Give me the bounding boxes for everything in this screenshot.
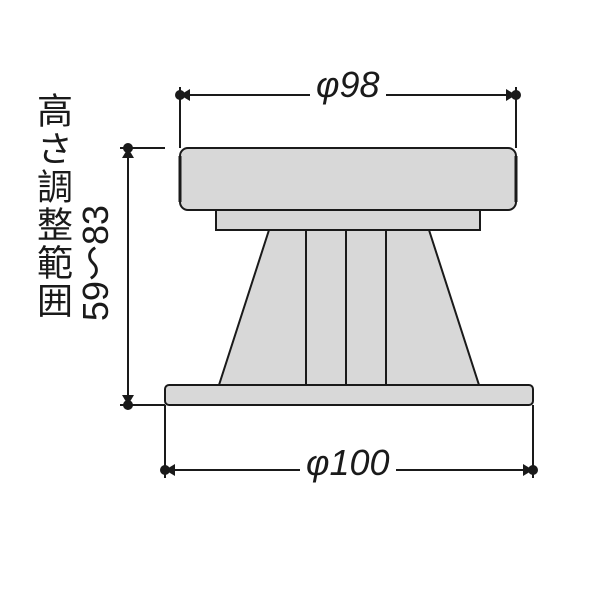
bottom-diameter-label: φ100 — [300, 442, 396, 484]
height-range-value: 59～83 — [70, 205, 122, 321]
top-diameter-label: φ98 — [310, 64, 386, 106]
